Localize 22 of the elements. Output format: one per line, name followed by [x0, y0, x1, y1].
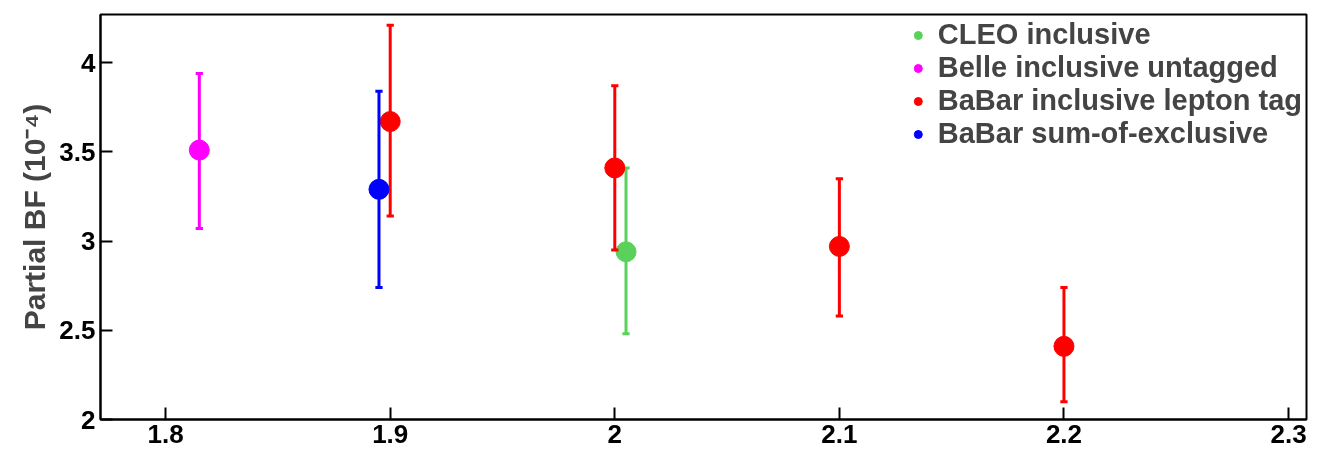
- point: [379, 111, 401, 133]
- y-tick-label: 3: [81, 226, 96, 257]
- legend-label: BaBar inclusive lepton tag: [937, 84, 1302, 117]
- point: [1053, 335, 1075, 357]
- y-axis-title: Partial BF (10⁻⁴): [18, 103, 52, 331]
- point: [604, 157, 626, 179]
- x-tick-label: 1.8: [147, 418, 184, 449]
- point: [615, 241, 637, 263]
- legend-label: BaBar sum-of-exclusive: [937, 117, 1269, 150]
- point: [188, 139, 210, 161]
- y-tick-label: 3.5: [59, 136, 96, 167]
- y-tick-label: 4: [81, 47, 97, 78]
- legend-label: Belle inclusive untagged: [937, 51, 1278, 84]
- x-tick-label: 2: [607, 418, 623, 449]
- point: [368, 178, 390, 200]
- x-tick-label: 1.9: [372, 418, 409, 449]
- legend-label: CLEO inclusive: [937, 18, 1151, 51]
- x-tick-label: 2.1: [821, 418, 858, 449]
- y-tick-label: 2.5: [59, 315, 96, 346]
- x-tick-label: 2.3: [1270, 418, 1307, 449]
- x-tick-label: 2.2: [1045, 418, 1083, 449]
- point: [828, 235, 850, 257]
